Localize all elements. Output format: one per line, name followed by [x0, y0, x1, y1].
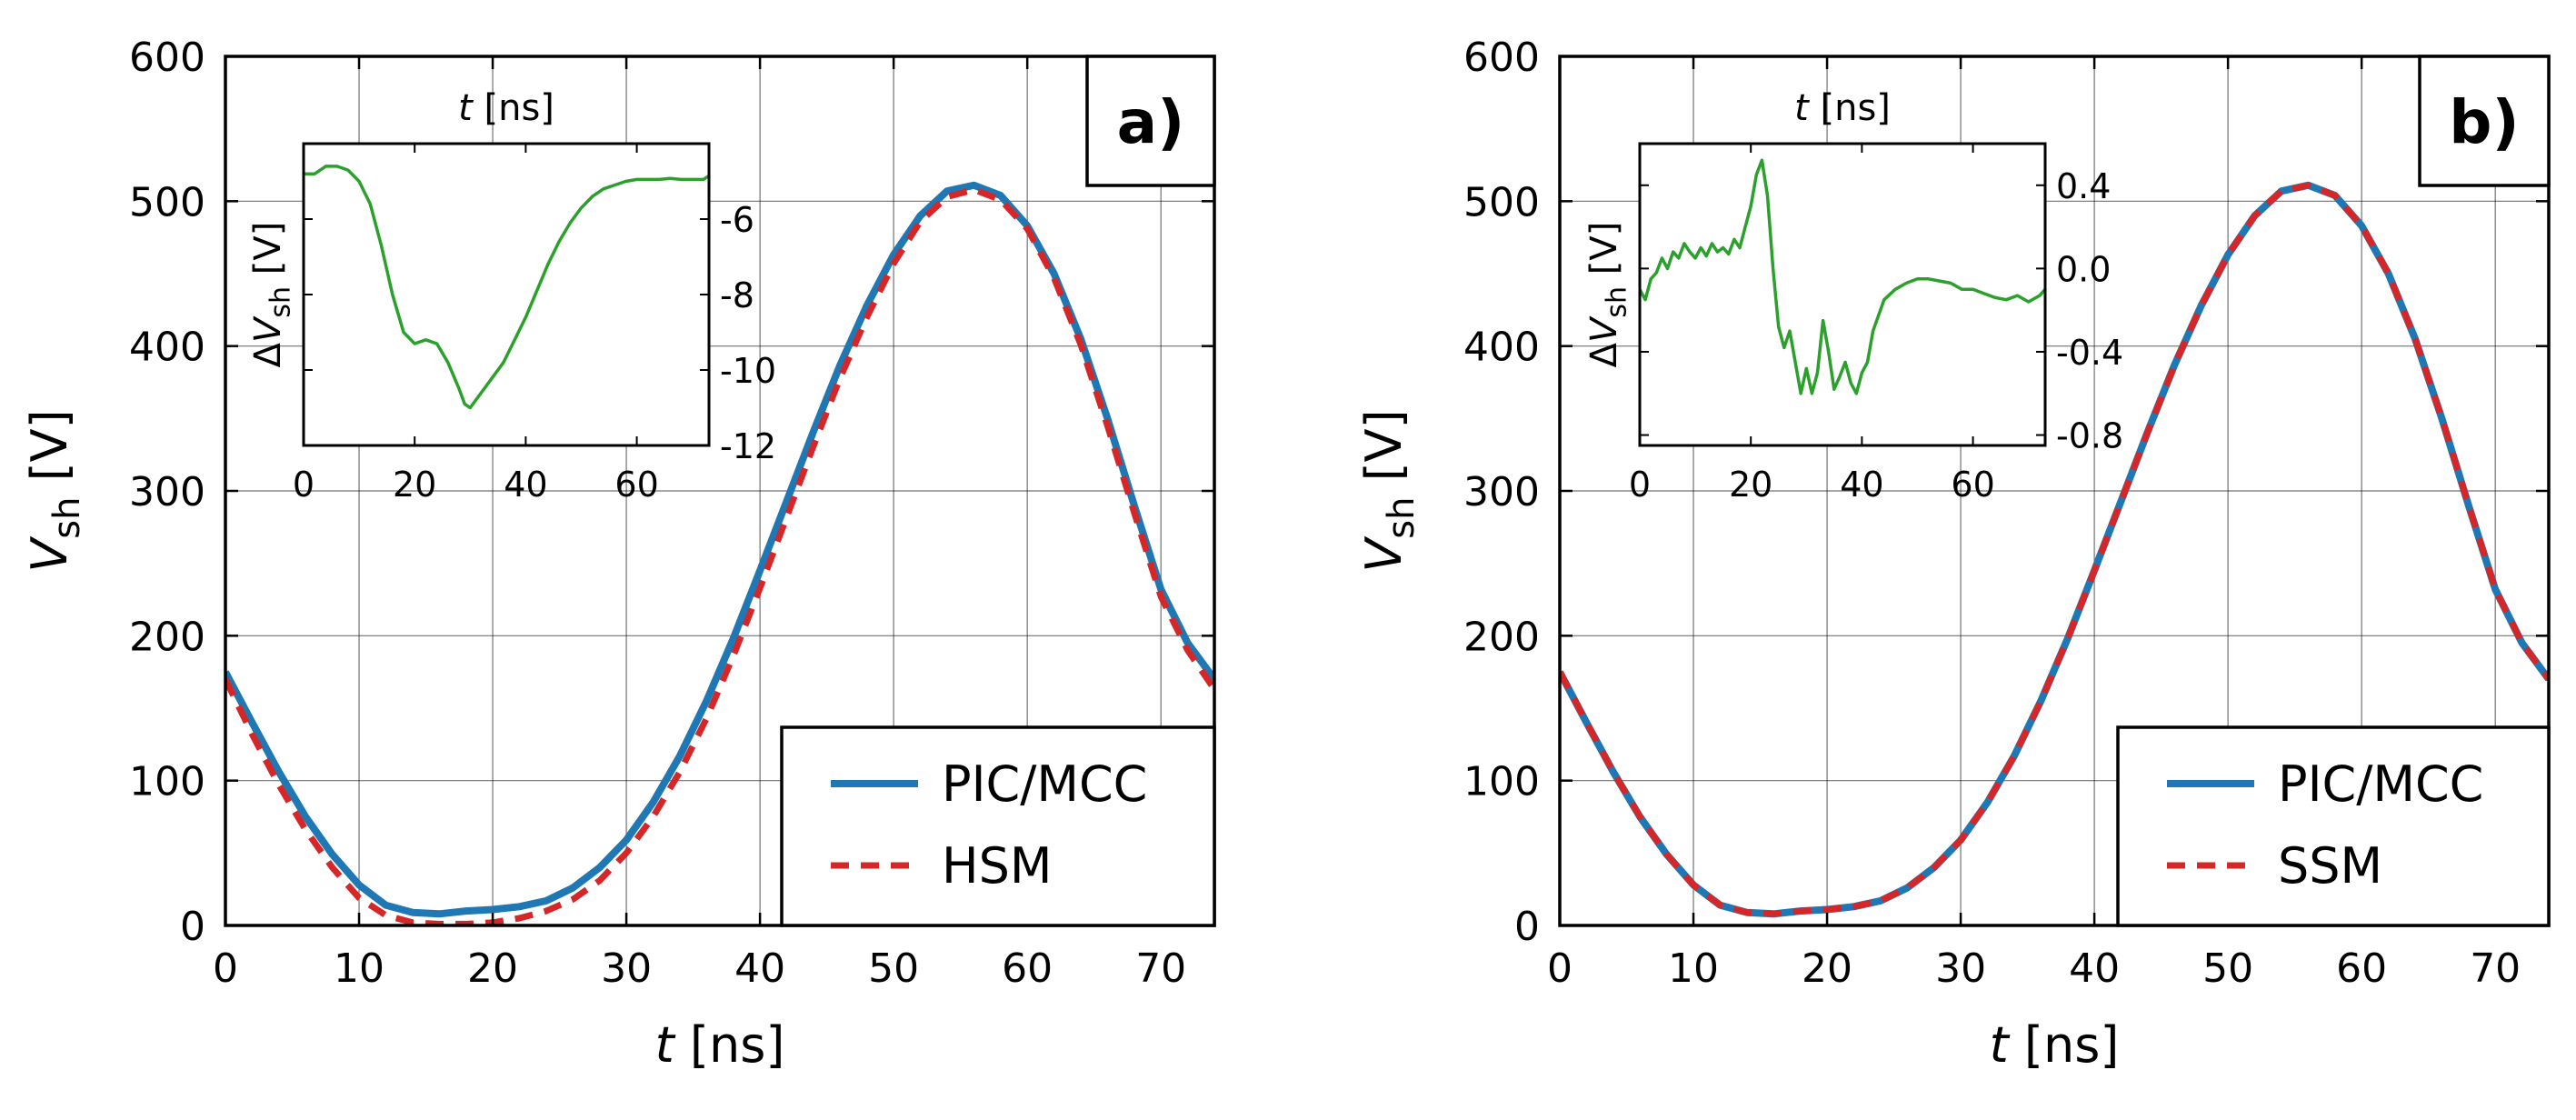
- panel-tag-box: [1085, 55, 1216, 187]
- x-tick-label: 30: [1935, 945, 1986, 992]
- inset-x-tick-label: 60: [1951, 465, 1994, 505]
- inset-x-tick-label: 40: [1840, 465, 1883, 505]
- y-tick-label: 300: [1463, 469, 1540, 515]
- inset-y-tick-label: -6: [720, 200, 754, 240]
- inset-x-tick-label: 0: [293, 465, 315, 505]
- y-tick-label: 0: [180, 904, 205, 950]
- inset-y-tick-label: -12: [720, 426, 776, 466]
- inset-x-tick-label: 40: [504, 465, 547, 505]
- x-axis-label: t [ns]: [1990, 1016, 2120, 1074]
- x-tick-label: 10: [1668, 945, 1719, 992]
- x-tick-label: 40: [734, 945, 785, 992]
- panel-tag-box: [2418, 55, 2551, 187]
- x-tick-label: 40: [2069, 945, 2120, 992]
- inset-a: 0 20 40 60 -6 -8 -10 -12 t [ns] ΔVsh [V]: [247, 87, 776, 505]
- panel-tag: a): [1117, 87, 1185, 157]
- x-tick-label: 70: [1135, 945, 1186, 992]
- legend-entry: PIC/MCC: [2278, 755, 2483, 813]
- legend-box: [780, 725, 1216, 927]
- inset-x-tick-label: 0: [1629, 465, 1651, 505]
- y-tick-label: 100: [129, 759, 205, 805]
- y-tick-label: 0: [1514, 904, 1540, 950]
- inset-b: 0 20 40 60 0.4 0.0 -0.4 -0.8 t [ns] ΔVsh [V]: [1583, 87, 2123, 505]
- inset-x-axis-label: t [ns]: [1794, 87, 1891, 129]
- inset-y-tick-label: -8: [720, 275, 754, 315]
- x-tick-label: 60: [2336, 945, 2387, 992]
- inset-background: [1640, 144, 2045, 445]
- y-tick-label: 200: [1463, 614, 1540, 660]
- y-axis-label: Vsh [V]: [1355, 409, 1423, 572]
- x-tick-label: 60: [1002, 945, 1053, 992]
- x-tick-label: 30: [601, 945, 652, 992]
- x-tick-label: 70: [2470, 945, 2521, 992]
- inset-y-axis-label: ΔVsh [V]: [1583, 222, 1633, 368]
- legend-entry: PIC/MCC: [942, 755, 1147, 813]
- x-tick-label: 20: [467, 945, 518, 992]
- y-tick-label: 600: [1463, 35, 1540, 81]
- inset-x-axis-label: t [ns]: [458, 87, 554, 129]
- x-tick-label: 50: [2202, 945, 2253, 992]
- x-tick-label: 20: [1802, 945, 1852, 992]
- x-tick-label: 0: [1547, 945, 1573, 992]
- inset-y-tick-label: -10: [720, 351, 776, 391]
- inset-y-axis-label: ΔVsh [V]: [247, 222, 297, 368]
- inset-frame: [1638, 142, 2047, 447]
- inset-y-tick-label: -0.8: [2056, 416, 2123, 456]
- inset-x-tick-label: 20: [1729, 465, 1772, 505]
- y-tick-label: 100: [1463, 759, 1540, 805]
- inset-y-tick-label: 0.0: [2056, 249, 2111, 289]
- inset-y-tick-label: -0.4: [2056, 333, 2123, 373]
- x-tick-label: 50: [868, 945, 919, 992]
- panel-tag: b): [2449, 87, 2519, 157]
- legend-box: [2116, 725, 2551, 927]
- inset-delta-line: [1640, 158, 2045, 395]
- y-tick-label: 500: [129, 179, 205, 225]
- legend-entry: SSM: [2278, 837, 2382, 895]
- y-tick-label: 400: [1463, 325, 1540, 371]
- inset-background: [304, 144, 709, 445]
- y-tick-label: 400: [129, 325, 205, 371]
- y-tick-label: 200: [129, 614, 205, 660]
- y-tick-label: 300: [129, 469, 205, 515]
- x-axis-label: t [ns]: [655, 1016, 785, 1074]
- series-line-ssm: [1560, 182, 2549, 917]
- grid: [225, 55, 1214, 926]
- y-tick-label: 500: [1463, 179, 1540, 225]
- legend-entry: HSM: [942, 837, 1052, 895]
- x-tick-label: 10: [334, 945, 384, 992]
- inset-delta-line: [304, 165, 709, 410]
- y-tick-label: 600: [129, 35, 205, 81]
- inset-x-tick-label: 20: [393, 465, 436, 505]
- inset-x-tick-label: 60: [614, 465, 658, 505]
- y-axis-label: Vsh [V]: [21, 409, 88, 572]
- inset-y-tick-label: 0.4: [2056, 166, 2111, 206]
- x-tick-label: 0: [213, 945, 238, 992]
